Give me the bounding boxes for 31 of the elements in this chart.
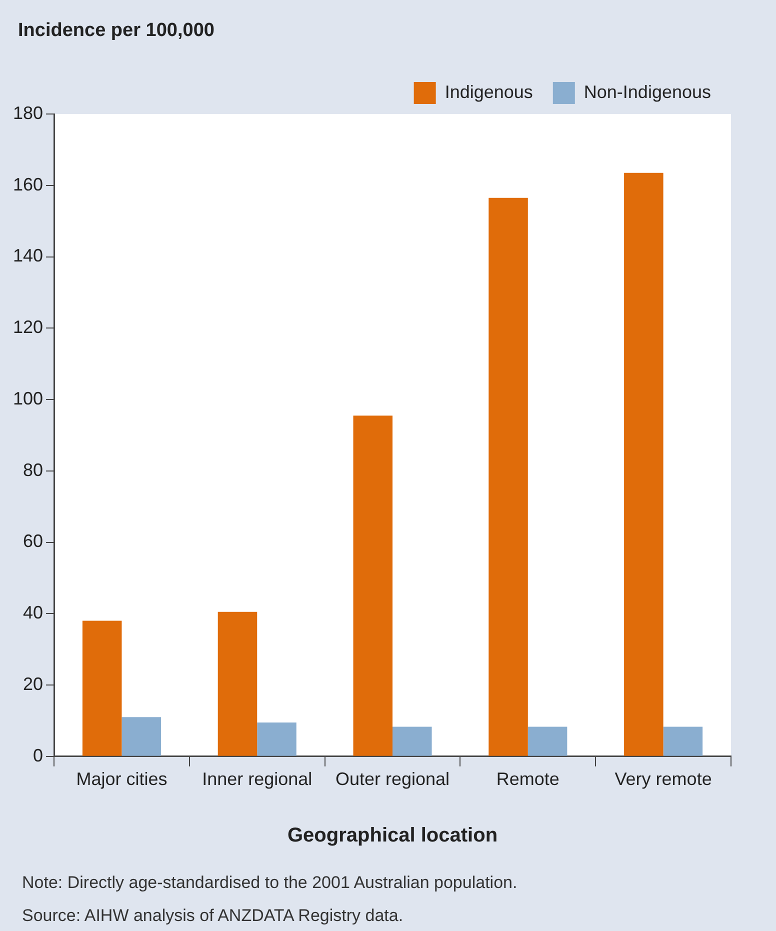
y-tick-label: 180 — [12, 102, 44, 123]
bar — [257, 722, 296, 756]
y-axis-title: Incidence per 100,000 — [18, 20, 214, 42]
x-tick-label: Very remote — [614, 769, 712, 790]
bar — [218, 612, 258, 756]
y-tick-label: 60 — [23, 531, 44, 552]
bar — [488, 198, 528, 756]
y-tick-label: 20 — [23, 674, 44, 694]
legend-label: Non-Indigenous — [584, 82, 712, 102]
y-tick-label: 0 — [33, 745, 44, 766]
x-axis-title: Geographical location — [287, 824, 498, 847]
bar — [528, 726, 568, 756]
bar — [82, 620, 122, 756]
source-note: Source: AIHW analysis of ANZDATA Registry data. — [22, 905, 404, 927]
y-tick-label: 100 — [12, 388, 44, 408]
bar — [624, 172, 664, 756]
y-tick-label: 80 — [23, 460, 44, 480]
x-tick-label: Remote — [496, 769, 560, 790]
bar — [122, 717, 161, 756]
x-tick-label: Inner regional — [202, 769, 312, 790]
x-tick-label: Outer regional — [335, 769, 450, 790]
y-tick-label: 160 — [12, 174, 44, 194]
y-tick-label: 140 — [12, 246, 44, 266]
bar — [663, 726, 703, 756]
y-tick-label: 40 — [23, 602, 44, 623]
x-tick-label: Major cities — [76, 769, 168, 790]
bar — [353, 416, 393, 756]
legend-label: Indigenous — [444, 82, 533, 102]
bar — [392, 726, 432, 756]
y-tick-label: 120 — [12, 317, 44, 338]
text: Note: Directly age-standardised to the 2001 Australian population. — [22, 872, 518, 894]
